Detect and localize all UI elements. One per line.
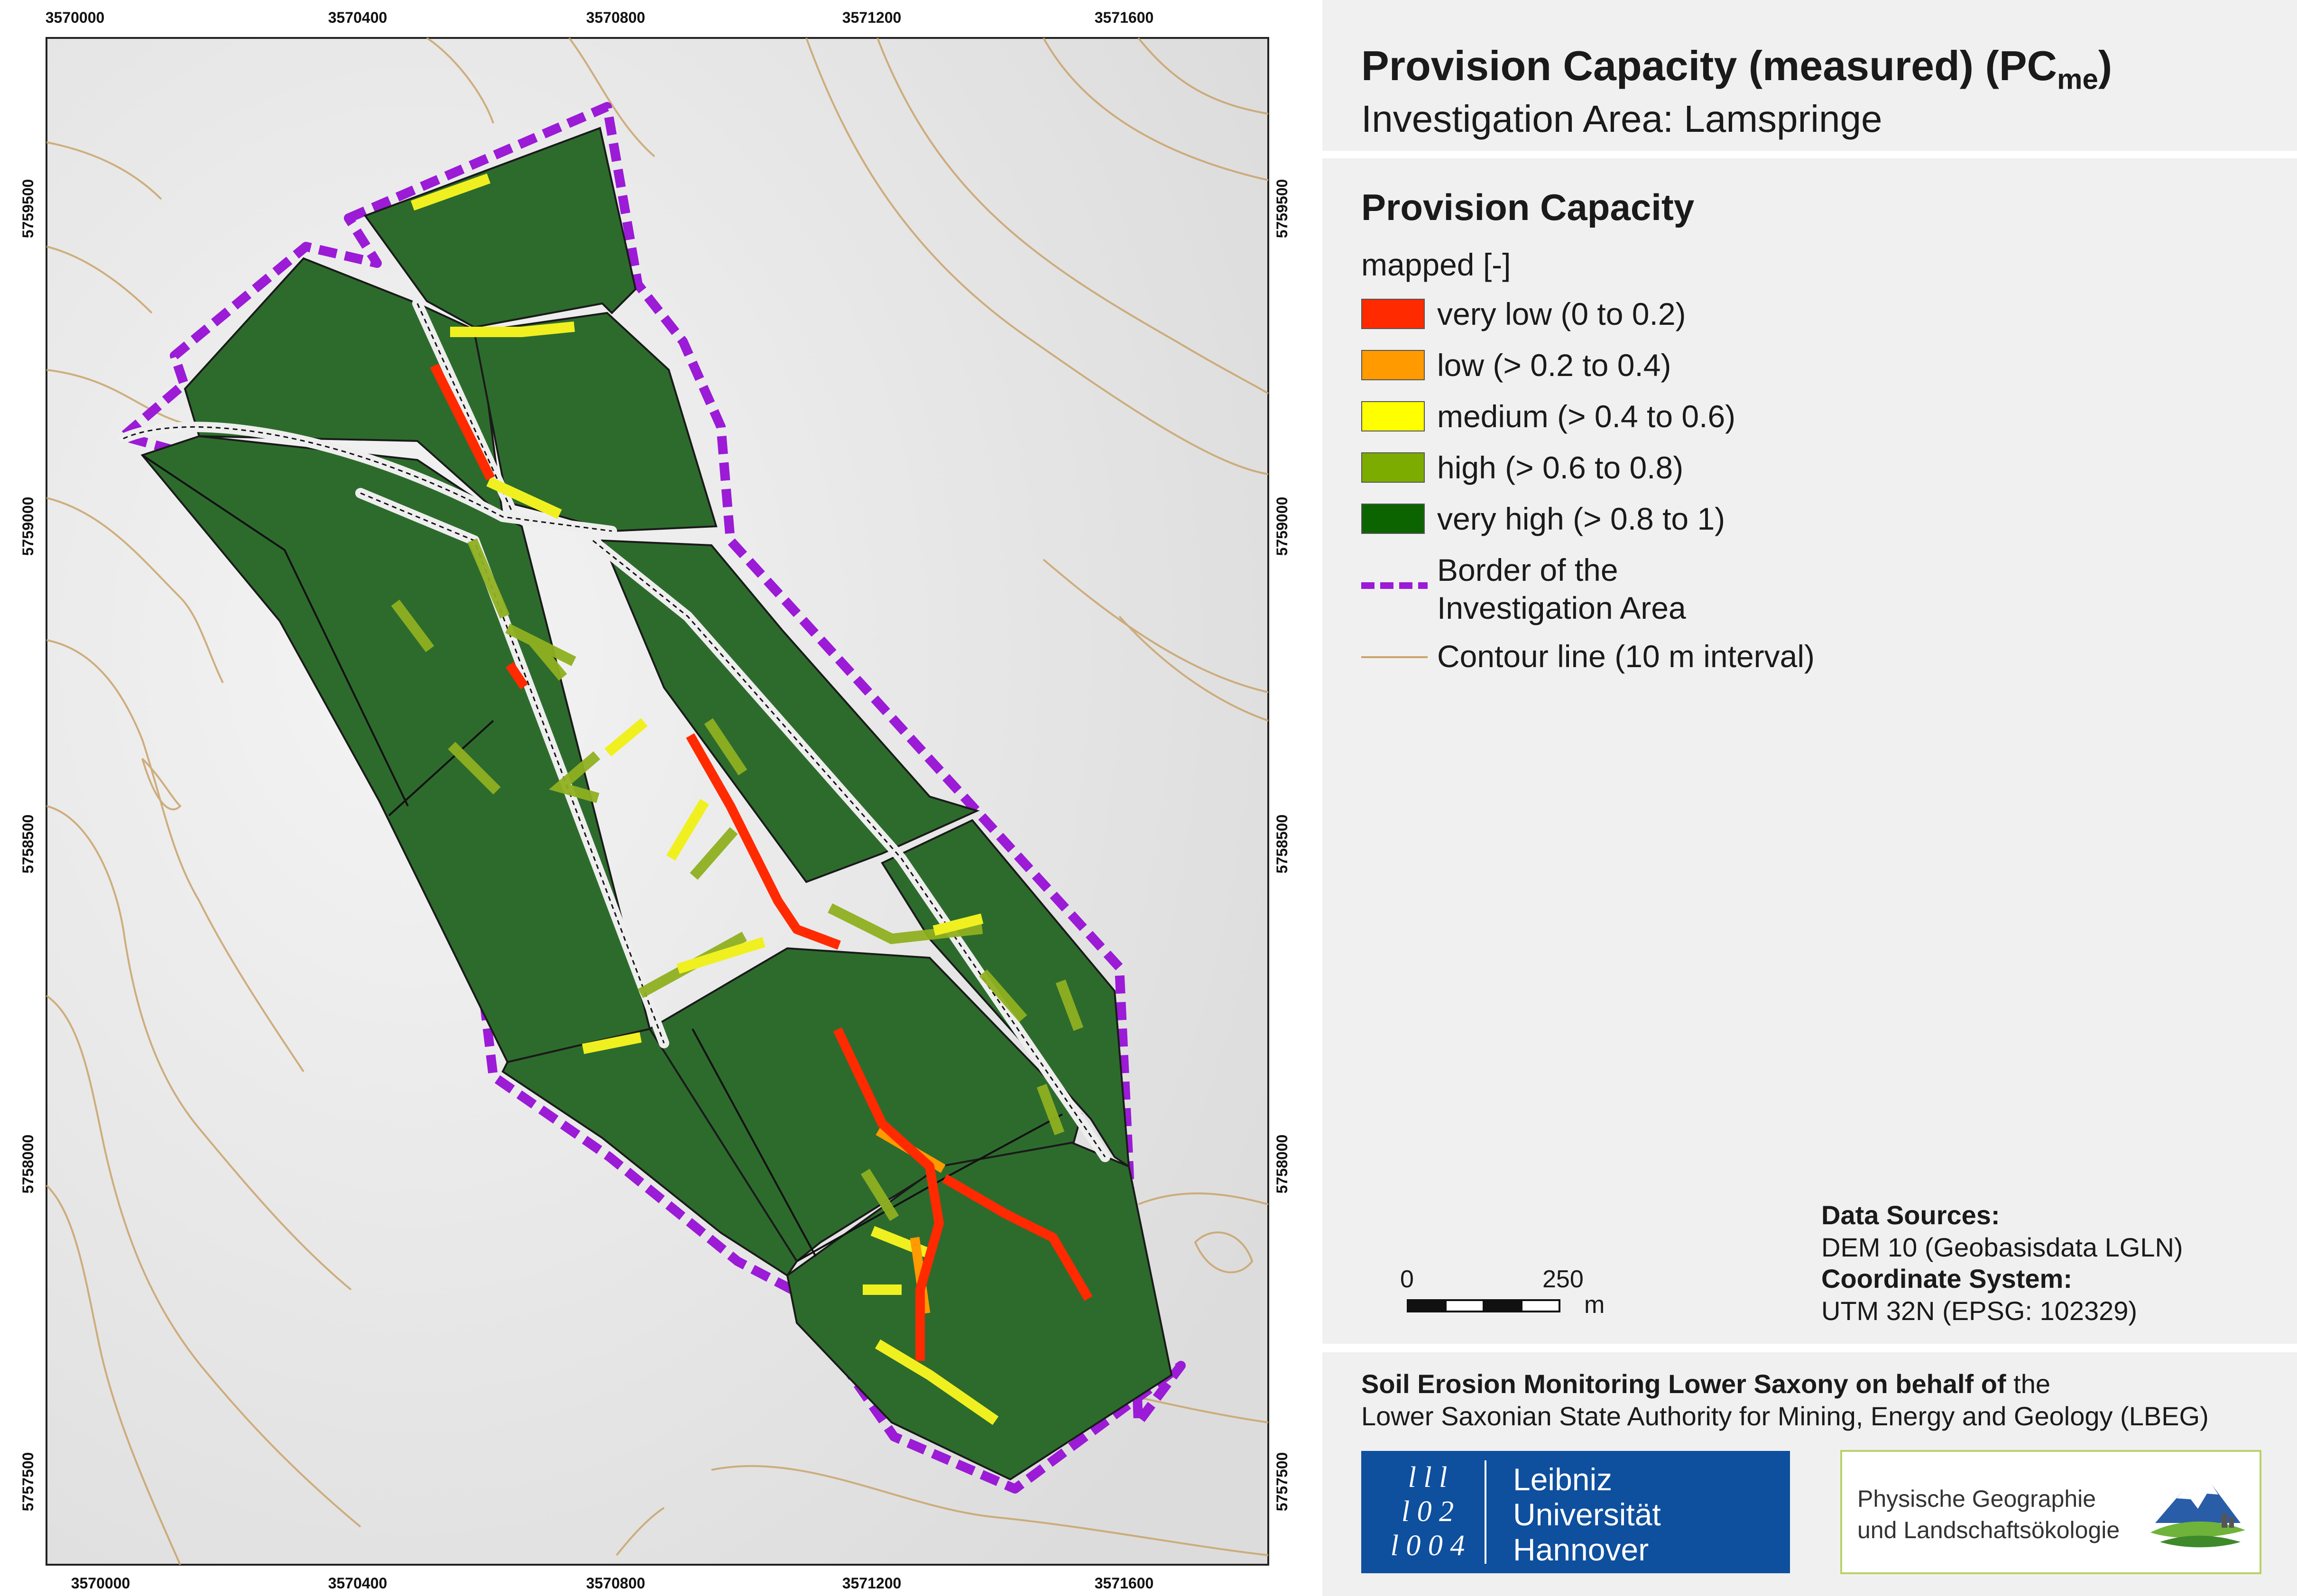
flowpath-high	[391, 538, 1084, 1221]
legend-swatch	[1361, 401, 1425, 431]
scalebar-unit: m	[1584, 1291, 1605, 1319]
coordinate-system-value: UTM 32N (EPSG: 102329)	[1821, 1296, 2138, 1326]
legend-swatch	[1361, 299, 1425, 329]
x-tick-bottom: 3571600	[1095, 1575, 1154, 1592]
mountain-icon	[2150, 1485, 2245, 1548]
legend-heading: Provision Capacity	[1361, 186, 1695, 228]
luh-logo: l l l l 0 2 l 0 0 4 Leibniz Universität …	[1361, 1451, 1790, 1573]
legend-label: high (> 0.6 to 0.8)	[1437, 450, 1684, 485]
y-tick-left: 5758000	[19, 1135, 37, 1194]
legend-subheading: mapped [-]	[1361, 247, 1511, 282]
legend-label: low (> 0.2 to 0.4)	[1437, 348, 1671, 383]
luh-logo-mark: l l l l 0 2 l 0 0 4	[1371, 1460, 1486, 1564]
y-tick-right: 5758500	[1273, 815, 1291, 874]
x-tick-bottom: 3570800	[586, 1575, 646, 1592]
pg-logo: Physische Geographie und Landschaftsökol…	[1840, 1450, 2261, 1574]
field-southwest	[501, 1027, 798, 1277]
legend-swatch	[1361, 350, 1425, 380]
x-tick-top: 3570000	[46, 9, 105, 26]
credit-line-2: Lower Saxonian State Authority for Minin…	[1361, 1401, 2209, 1431]
legend-label: very high (> 0.8 to 1)	[1437, 501, 1725, 536]
legend-border-symbol	[1361, 582, 1428, 589]
data-sources-label: Data Sources:	[1821, 1200, 2000, 1230]
legend-swatch	[1361, 504, 1425, 534]
legend-label: very low (0 to 0.2)	[1437, 296, 1686, 331]
title-panel	[1322, 0, 2297, 151]
x-tick-top: 3571600	[1095, 9, 1154, 26]
luh-text: Hannover	[1513, 1532, 1649, 1567]
coordinate-system-label: Coordinate System:	[1821, 1264, 2072, 1293]
legend-item-very-low: very low (0 to 0.2)	[1361, 295, 1686, 333]
credit-line-1: Soil Erosion Monitoring Lower Saxony on …	[1361, 1369, 2050, 1399]
y-tick-right: 5759000	[1273, 497, 1291, 556]
legend-swatch	[1361, 452, 1425, 483]
legend-item-high: high (> 0.6 to 0.8)	[1361, 449, 1683, 486]
data-sources-value: DEM 10 (Geobasisdata LGLN)	[1821, 1232, 2183, 1262]
y-tick-right: 5757500	[1273, 1452, 1291, 1512]
legend-label: medium (> 0.4 to 0.6)	[1437, 399, 1736, 434]
legend-panel	[1322, 158, 2297, 1344]
y-tick-left: 5757500	[19, 1452, 37, 1512]
x-tick-top: 3570800	[586, 9, 646, 26]
legend-item-medium: medium (> 0.4 to 0.6)	[1361, 397, 1735, 435]
y-tick-right: 5758000	[1273, 1135, 1291, 1194]
x-tick-bottom: 3570400	[328, 1575, 387, 1592]
contour-lines	[46, 37, 1269, 1565]
x-tick-top: 3571200	[842, 9, 902, 26]
legend-item-low: low (> 0.2 to 0.4)	[1361, 346, 1671, 384]
pg-text: Physische Geographie	[1857, 1486, 2096, 1512]
map-frame: 3570000 3570400 3570800 3571200 3571600 …	[19, 9, 1291, 1592]
scalebar	[1407, 1299, 1560, 1312]
legend-contour-label: Contour line (10 m interval)	[1437, 639, 1815, 674]
scalebar-value: 250	[1542, 1266, 1584, 1293]
x-tick-bottom: 3570000	[71, 1575, 130, 1592]
scalebar-zero: 0	[1400, 1266, 1414, 1293]
y-tick-right: 5759500	[1273, 179, 1291, 238]
x-tick-top: 3570400	[328, 9, 387, 26]
legend-item-very-high: very high (> 0.8 to 1)	[1361, 500, 1725, 538]
legend-border-label: Border of the Investigation Area	[1437, 552, 1686, 625]
flowpath-very-low	[430, 363, 1093, 1361]
y-tick-left: 5759500	[19, 179, 37, 238]
field-west	[140, 435, 651, 1064]
map-subtitle: Investigation Area: Lamspringe	[1361, 98, 1882, 140]
luh-text: Universität	[1513, 1497, 1661, 1532]
luh-text: Leibniz	[1513, 1462, 1613, 1497]
y-tick-left: 5759000	[19, 497, 37, 556]
field-polygons	[140, 127, 1173, 1481]
field-north-strip	[363, 127, 637, 329]
x-tick-bottom: 3571200	[842, 1575, 902, 1592]
pg-text: und Landschaftsökologie	[1857, 1517, 2120, 1543]
y-tick-left: 5758500	[19, 815, 37, 874]
map-title: Provision Capacity (measured) (PCme)	[1361, 42, 2113, 95]
field-south	[786, 1141, 1173, 1481]
legend-contour-symbol	[1361, 656, 1428, 658]
